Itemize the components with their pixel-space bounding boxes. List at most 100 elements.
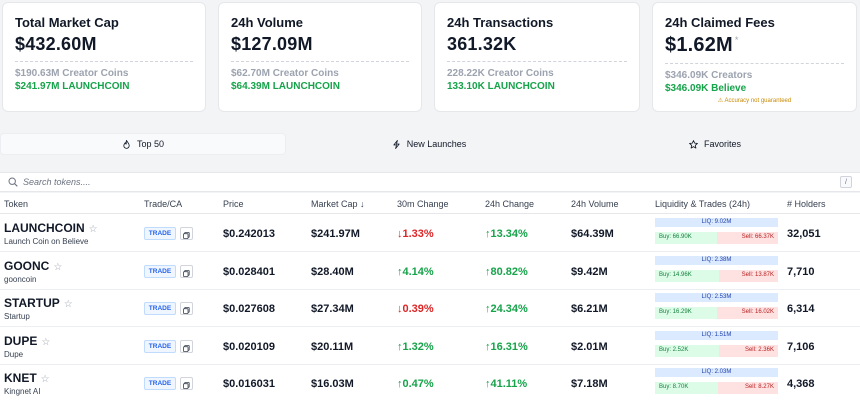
stat-title: 24h Volume xyxy=(231,15,304,30)
stat-card-market-cap: Total Market Cap $432.60M $190.63M Creat… xyxy=(2,2,206,112)
stat-card-transactions: 24h Transactions 361.32K 228.22K Creator… xyxy=(434,2,640,112)
change-30m: ↑4.14% xyxy=(397,265,434,278)
stat-sub-believe: $346.09K Believe xyxy=(665,83,747,94)
market-cap: $241.97M xyxy=(311,228,360,240)
copy-icon xyxy=(183,344,190,352)
volume-24h: $7.18M xyxy=(571,378,608,390)
header-token[interactable]: Token xyxy=(4,199,29,209)
header-24h-change[interactable]: 24h Change xyxy=(485,199,535,209)
table-row[interactable]: LAUNCHCOIN ☆ Launch Coin on Believe TRADE… xyxy=(0,215,860,252)
header-market-cap[interactable]: Market Cap ↓ xyxy=(311,199,365,209)
favorite-star-icon[interactable]: ☆ xyxy=(53,261,63,273)
stat-value: $432.60M xyxy=(15,34,97,54)
change-24h: ↑80.82% xyxy=(485,265,528,278)
buy-sell-bar: Buy: 66.90K Sell: 66.37K xyxy=(655,232,778,244)
buy-sell-bar: Buy: 16.29K Sell: 16.02K xyxy=(655,307,778,319)
stat-title: 24h Transactions xyxy=(447,15,554,30)
stat-sub-launchcoin: 133.10K LAUNCHCOIN xyxy=(447,81,555,92)
buy-share-fill xyxy=(655,307,717,319)
change-24h: ↑41.11% xyxy=(485,378,528,390)
copy-ca-button[interactable] xyxy=(180,264,193,278)
favorite-star-icon[interactable]: ☆ xyxy=(63,299,73,310)
copy-ca-button[interactable] xyxy=(180,302,193,315)
holders-count: 7,106 xyxy=(787,340,815,353)
buy-count: Buy: 2.52K xyxy=(659,346,689,353)
header-price[interactable]: Price xyxy=(223,199,244,209)
copy-ca-button[interactable] xyxy=(180,227,193,240)
stat-title: Total Market Cap xyxy=(15,15,119,30)
table-row[interactable]: DUPE ☆ Dupe TRADE $0.020109 $20.11M ↑1.32… xyxy=(0,328,860,365)
stat-value-text: $1.62M xyxy=(665,34,733,56)
token-name[interactable]: KNET ☆ xyxy=(4,371,50,385)
stat-card-volume: 24h Volume $127.09M $62.70M Creator Coin… xyxy=(218,2,422,112)
trade-button[interactable]: TRADE xyxy=(144,377,176,390)
sell-count: Sell: 13.87K xyxy=(741,271,774,278)
change-30m: ↑1.32% xyxy=(397,340,434,353)
liquidity-trades: LIQ: 2.03M Buy: 8.70K Sell: 8.27K xyxy=(655,368,778,394)
trade-button[interactable]: TRADE xyxy=(144,302,176,315)
stat-sub-creator: $190.63M Creator Coins xyxy=(15,68,129,79)
header-30m-change[interactable]: 30m Change xyxy=(397,199,449,209)
stat-sub-creator: 228.22K Creator Coins xyxy=(447,68,554,79)
table-row[interactable]: STARTUP ☆ Startup TRADE $0.027608 $27.34M… xyxy=(0,290,860,327)
divider xyxy=(231,61,409,62)
holders-count: 6,314 xyxy=(787,303,815,315)
buy-share-fill xyxy=(655,232,717,244)
holders-count: 7,710 xyxy=(787,265,815,278)
flame-icon xyxy=(123,139,130,149)
token-full-name: gooncoin xyxy=(4,274,37,284)
copy-ca-button[interactable] xyxy=(180,339,193,353)
divider xyxy=(447,61,627,62)
stat-card-claimed-fees: 24h Claimed Fees $1.62M * $346.09K Creato… xyxy=(652,2,857,112)
buy-count: Buy: 16.29K xyxy=(659,309,692,315)
token-name[interactable]: LAUNCHCOIN ☆ xyxy=(4,221,98,235)
asterisk: * xyxy=(734,35,739,46)
table-row[interactable]: KNET ☆ Kingnet AI TRADE $0.016031 $16.03M… xyxy=(0,365,860,400)
liquidity-label: LIQ: 2.53M xyxy=(655,293,778,302)
volume-24h: $2.01M xyxy=(571,340,608,353)
header-24h-volume[interactable]: 24h Volume xyxy=(571,199,619,209)
volume-24h: $9.42M xyxy=(571,265,608,278)
liquidity-label: LIQ: 2.38M xyxy=(655,255,778,265)
search-input[interactable] xyxy=(23,177,723,187)
change-30m: ↓0.39% xyxy=(397,303,434,315)
favorite-star-icon[interactable]: ☆ xyxy=(88,224,98,235)
token-full-name: Startup xyxy=(4,312,30,321)
header-liquidity-trades[interactable]: Liquidity & Trades (24h) xyxy=(655,199,751,209)
change-24h: ↑24.34% xyxy=(485,303,528,315)
divider xyxy=(665,63,844,64)
trade-button[interactable]: TRADE xyxy=(144,227,176,240)
token-name[interactable]: STARTUP ☆ xyxy=(4,296,73,310)
search-shortcut-key: / xyxy=(840,176,852,188)
header-holders[interactable]: # Holders xyxy=(787,199,826,209)
market-cap: $16.03M xyxy=(311,378,354,390)
price: $0.016031 xyxy=(223,378,275,390)
sell-count: Sell: 8.27K xyxy=(744,384,774,390)
copy-ca-button[interactable] xyxy=(180,377,193,390)
favorite-star-icon[interactable]: ☆ xyxy=(40,374,50,385)
star-icon xyxy=(689,139,698,149)
token-name[interactable]: DUPE ☆ xyxy=(4,334,50,348)
trade-button[interactable]: TRADE xyxy=(144,264,176,278)
search-icon xyxy=(8,177,18,187)
buy-share-fill xyxy=(655,344,719,357)
token-full-name: Dupe xyxy=(4,349,24,359)
table-row[interactable]: GOONC ☆ gooncoin TRADE $0.028401 $28.40M … xyxy=(0,253,860,290)
tab-favorites[interactable]: Favorites xyxy=(572,133,858,155)
tab-label: Top 50 xyxy=(136,139,165,149)
copy-icon xyxy=(183,231,190,240)
liquidity-trades: LIQ: 2.38M Buy: 14.96K Sell: 13.87K xyxy=(655,255,778,282)
buy-count: Buy: 66.90K xyxy=(659,234,692,240)
token-symbol: LAUNCHCOIN xyxy=(4,221,85,235)
favorite-star-icon[interactable]: ☆ xyxy=(41,336,51,348)
stat-value: $127.09M xyxy=(231,34,313,54)
token-name[interactable]: GOONC ☆ xyxy=(4,259,62,273)
trade-button[interactable]: TRADE xyxy=(144,339,176,353)
token-symbol: GOONC xyxy=(4,258,50,273)
liquidity-label: LIQ: 9.02M xyxy=(655,218,778,227)
change-24h: ↑13.34% xyxy=(485,228,528,240)
tab-new-launches[interactable]: New Launches xyxy=(286,133,572,155)
volume-24h: $6.21M xyxy=(571,303,608,315)
tab-top-50[interactable]: Top 50 xyxy=(0,133,286,155)
sell-count: Sell: 66.37K xyxy=(741,234,774,240)
